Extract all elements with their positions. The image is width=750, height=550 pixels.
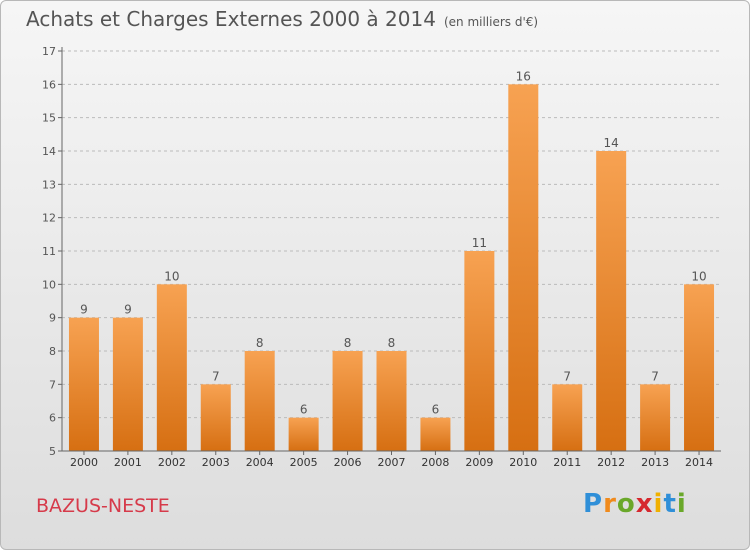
y-tick-label: 7 [49,378,56,391]
x-tick-label: 2007 [378,456,406,469]
bar-value-label: 10 [164,269,179,283]
y-tick-label: 16 [42,78,56,91]
x-tick-label: 2008 [421,456,449,469]
title-text: Achats et Charges Externes 2000 à 2014 [26,7,436,31]
bar-value-label: 14 [604,136,619,150]
x-tick-label: 2004 [246,456,274,469]
bar [332,351,363,451]
bar [200,384,231,451]
logo-letter: i [676,489,687,519]
x-tick-label: 2012 [597,456,625,469]
logo-letter: o [616,489,636,519]
x-tick-label: 2014 [685,456,713,469]
bar-value-label: 7 [563,369,571,383]
proxiti-logo: Proxiti [583,489,687,519]
bar [640,384,671,451]
y-tick-label: 17 [42,45,56,58]
bar-value-label: 8 [256,336,264,350]
y-tick-label: 6 [49,412,56,425]
bar [68,317,99,451]
bar [376,351,407,451]
bar-value-label: 6 [432,403,440,417]
logo-letter: i [653,489,664,519]
bar-value-label: 9 [124,303,132,317]
x-tick-label: 2001 [114,456,142,469]
x-tick-label: 2011 [553,456,581,469]
bar-value-label: 11 [472,236,487,250]
bar-value-label: 10 [691,269,706,283]
bar [420,417,451,451]
bar [288,417,319,451]
y-tick-label: 11 [42,245,56,258]
bar-value-label: 6 [300,403,308,417]
chart-title: Achats et Charges Externes 2000 à 2014 (e… [26,7,538,31]
x-tick-label: 2009 [465,456,493,469]
title-unit: (en milliers d'€) [443,15,539,29]
y-tick-label: 14 [42,145,56,158]
y-tick-label: 8 [49,345,56,358]
bar-value-label: 8 [344,336,352,350]
y-tick-label: 13 [42,178,56,191]
bar [596,151,627,451]
x-tick-label: 2002 [158,456,186,469]
logo-letter: r [603,489,617,519]
bar [156,284,187,451]
bar [112,317,143,451]
bars: 9 9 10 7 8 6 8 8 6 11 16 7 14 7 10 [68,69,715,451]
y-tick-label: 9 [49,312,56,325]
bar [464,251,495,451]
logo-letter: P [583,489,604,519]
logo-letter: x [635,489,654,519]
bar-value-label: 8 [388,336,396,350]
x-tick-label: 2005 [290,456,318,469]
x-tick-label: 2013 [641,456,669,469]
x-tick-label: 2000 [70,456,98,469]
bar [684,284,715,451]
axes: 5 6 7 8 9 10 11 12 13 14 15 16 17 2000 2001 2002 2003 200… [42,45,721,469]
bar [508,84,539,451]
x-tick-label: 2010 [509,456,537,469]
logo-letter: t [663,489,677,519]
bar-value-label: 7 [212,369,220,383]
bar-value-label: 9 [80,303,88,317]
y-tick-label: 12 [42,212,56,225]
y-tick-label: 15 [42,112,56,125]
bar [552,384,583,451]
y-tick-label: 5 [49,445,56,458]
location-label: BAZUS-NESTE [36,495,170,517]
bar [244,351,275,451]
y-tick-label: 10 [42,278,56,291]
bar-value-label: 7 [651,369,659,383]
x-tick-label: 2003 [202,456,230,469]
bar-value-label: 16 [516,69,531,83]
x-tick-label: 2006 [334,456,362,469]
